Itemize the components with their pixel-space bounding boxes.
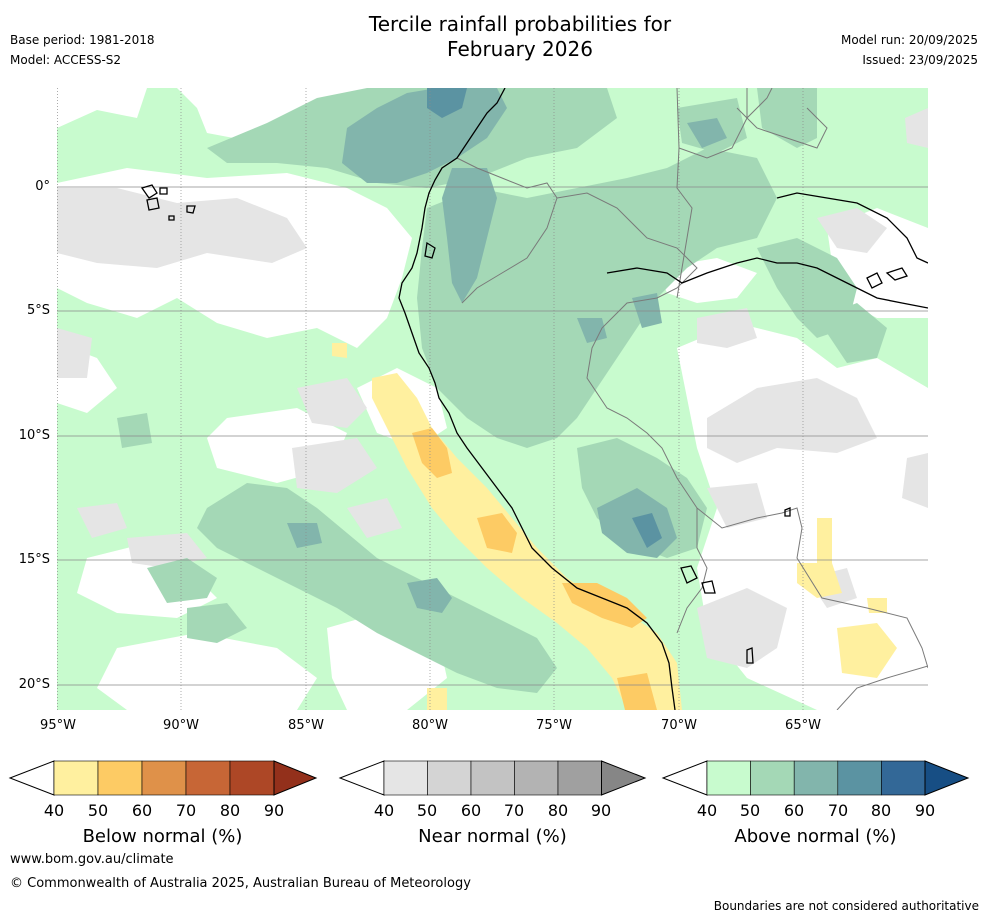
copyright-notice: © Commonwealth of Australia 2025, Austra…	[10, 876, 471, 891]
website-link[interactable]: www.bom.gov.au/climate	[10, 852, 174, 867]
below-tick-70: 70	[175, 801, 197, 820]
above-tick-60: 60	[783, 801, 805, 820]
lat-label-10s: 10°S	[18, 428, 50, 443]
boundaries-disclaimer: Boundaries are not considered authoritat…	[713, 899, 979, 913]
lon-label-90w: 90°W	[163, 718, 199, 733]
below-normal-40-50-areas	[332, 343, 897, 710]
above-tick-40: 40	[696, 801, 718, 820]
above-tick-90: 90	[914, 801, 936, 820]
below-tick-60: 60	[131, 801, 153, 820]
map-canvas	[57, 88, 928, 710]
below-tick-80: 80	[219, 801, 241, 820]
below-normal-colourbar	[8, 760, 318, 796]
above-tick-80: 80	[870, 801, 892, 820]
below-normal-50-60-areas	[412, 428, 657, 710]
near-tick-90: 90	[590, 801, 612, 820]
country-boundaries	[456, 88, 928, 710]
lat-label-0: 0°	[35, 179, 50, 194]
near-normal-colourbar	[338, 760, 647, 796]
above-tick-50: 50	[739, 801, 761, 820]
near-tick-50: 50	[416, 801, 438, 820]
title-line-1: Tercile rainfall probabilities for	[368, 12, 672, 36]
lon-label-80w: 80°W	[412, 718, 448, 733]
model-name: Model: ACCESS-S2	[10, 53, 122, 67]
coastlines	[140, 88, 928, 710]
base-period: Base period: 1981-2018	[10, 33, 155, 47]
model-run: Model run: 20/09/2025	[840, 33, 978, 47]
lat-label-20s: 20°S	[18, 677, 50, 692]
lat-label-5s: 5°S	[26, 303, 50, 318]
near-normal-40-50-areas	[57, 103, 928, 668]
below-tick-90: 90	[263, 801, 285, 820]
below-tick-50: 50	[87, 801, 109, 820]
graticule	[57, 88, 928, 710]
lat-label-15s: 15°S	[18, 552, 50, 567]
near-tick-60: 60	[460, 801, 482, 820]
below-normal-legend-title: Below normal (%)	[82, 826, 243, 847]
lon-label-95w: 95°W	[40, 718, 76, 733]
lon-label-70w: 70°W	[661, 718, 697, 733]
above-normal-legend-title: Above normal (%)	[734, 826, 897, 847]
above-normal-60-70-areas	[287, 88, 727, 613]
near-tick-80: 80	[547, 801, 569, 820]
meta-right: Model run: 20/09/2025 Issued: 23/09/2025	[841, 32, 978, 68]
lon-label-75w: 75°W	[536, 718, 572, 733]
below-tick-40: 40	[43, 801, 65, 820]
issued-date: Issued: 23/09/2025	[862, 53, 978, 67]
lon-label-65w: 65°W	[785, 718, 821, 733]
above-normal-colourbar	[661, 760, 970, 796]
title-line-2: February 2026	[447, 37, 593, 61]
colour-bars	[8, 760, 970, 796]
above-normal-70-80-areas	[427, 88, 662, 548]
rainfall-probability-map	[57, 88, 928, 710]
near-tick-70: 70	[503, 801, 525, 820]
near-tick-40: 40	[373, 801, 395, 820]
meta-left: Base period: 1981-2018 Model: ACCESS-S2	[10, 32, 155, 68]
near-normal-legend-title: Near normal (%)	[418, 826, 567, 847]
lon-label-85w: 85°W	[288, 718, 324, 733]
above-tick-70: 70	[827, 801, 849, 820]
map-title: Tercile rainfall probabilities for Febru…	[0, 12, 988, 62]
